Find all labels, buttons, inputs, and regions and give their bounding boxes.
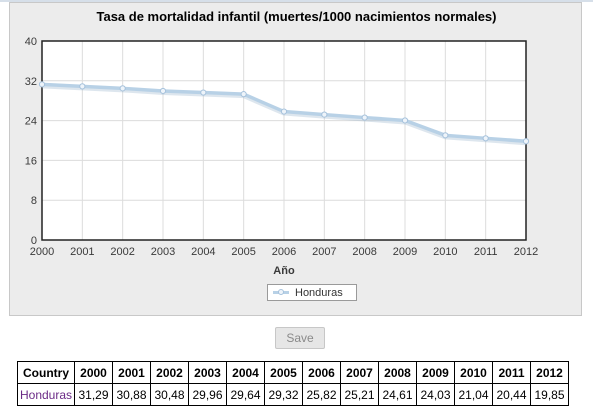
country-link[interactable]: Honduras	[17, 383, 75, 406]
x-tick-label: 2010	[433, 246, 457, 258]
table-cell-value: 20,44	[492, 383, 531, 406]
table-header-row: Country 2000 2001 2002 2003 2004 2005 2006 2007 2…	[17, 361, 569, 384]
top-rule	[0, 0, 593, 2]
data-point	[200, 89, 207, 96]
table-header-year: 2000	[74, 361, 113, 384]
table-header-year: 2006	[302, 361, 341, 384]
x-axis-title: Año	[273, 265, 295, 277]
y-tick-label: 24	[25, 116, 37, 128]
x-tick-label: 2012	[514, 246, 538, 258]
legend-swatch-icon	[273, 288, 289, 298]
table-header-year: 2009	[416, 361, 455, 384]
table-header-year: 2007	[340, 361, 379, 384]
legend-label: Honduras	[295, 286, 343, 299]
x-tick-label: 2000	[30, 246, 54, 258]
x-tick-label: 2001	[70, 246, 94, 258]
y-tick-label: 0	[31, 235, 37, 247]
table-cell-value: 30,48	[150, 383, 189, 406]
chart-legend[interactable]: Honduras	[267, 284, 357, 301]
table-cell-value: 29,96	[188, 383, 227, 406]
table-cell-value: 21,04	[454, 383, 493, 406]
y-tick-label: 32	[25, 76, 37, 88]
save-button[interactable]: Save	[275, 327, 325, 349]
data-point	[442, 132, 449, 139]
data-point	[321, 111, 328, 118]
x-tick-label: 2007	[312, 246, 336, 258]
data-point	[159, 87, 167, 95]
table-cell-value: 31,29	[74, 383, 113, 406]
chart-title: Tasa de mortalidad infantil (muertes/100…	[96, 9, 497, 24]
data-point	[401, 117, 409, 124]
data-point	[79, 83, 86, 90]
x-tick-label: 2008	[352, 246, 376, 258]
y-tick-label: 16	[25, 155, 37, 167]
y-tick-label: 40	[25, 36, 37, 48]
table-cell-value: 25,21	[340, 383, 379, 406]
table-header-country: Country	[17, 361, 75, 384]
table-header-year: 2002	[150, 361, 189, 384]
table-cell-value: 30,88	[112, 383, 151, 406]
x-tick-label: 2011	[474, 246, 498, 258]
x-tick-label: 2002	[110, 246, 134, 258]
data-point	[482, 135, 489, 142]
data-point	[361, 114, 368, 121]
data-point	[119, 85, 126, 92]
table-header-year: 2004	[226, 361, 265, 384]
x-tick-label: 2005	[231, 246, 255, 258]
x-tick-label: 2009	[393, 246, 417, 258]
x-tick-label: 2003	[151, 246, 175, 258]
line-chart: 0 8 16 24 32 40 2000 2001 2002 2003 2004 2005 2006 20…	[25, 36, 538, 277]
table-cell-value: 19,85	[530, 383, 569, 406]
table-cell-value: 29,64	[226, 383, 265, 406]
table-cell-value: 25,82	[302, 383, 341, 406]
data-point	[522, 138, 530, 145]
table-header-year: 2010	[454, 361, 493, 384]
data-table: Country 2000 2001 2002 2003 2004 2005 2006 2007 2…	[17, 361, 569, 406]
x-tick-label: 2006	[272, 246, 296, 258]
data-point	[280, 108, 288, 115]
y-tick-label: 8	[31, 195, 37, 207]
table-cell-value: 29,32	[264, 383, 303, 406]
data-point	[38, 81, 46, 88]
table-header-year: 2003	[188, 361, 227, 384]
table-cell-value: 24,61	[378, 383, 417, 406]
table-cell-value: 24,03	[416, 383, 455, 406]
table-row: Honduras 31,29 30,88 30,48 29,96 29,64 29,32 25…	[17, 383, 569, 406]
x-tick-label: 2004	[191, 246, 215, 258]
table-header-year: 2008	[378, 361, 417, 384]
table-header-year: 2005	[264, 361, 303, 384]
data-point	[240, 91, 247, 98]
table-header-year: 2011	[492, 361, 531, 384]
table-header-year: 2001	[112, 361, 151, 384]
table-header-year: 2012	[530, 361, 569, 384]
